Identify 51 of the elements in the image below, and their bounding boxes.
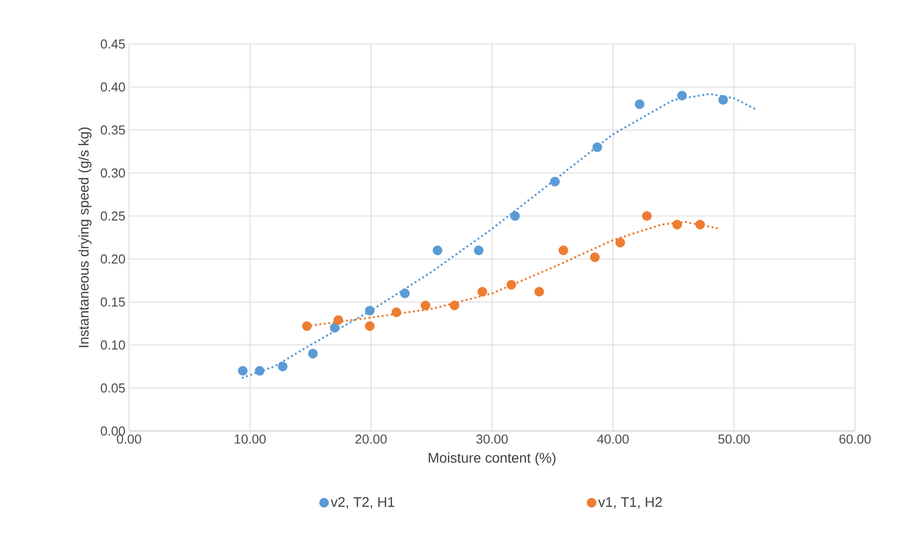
y-tick-label: 0.10: [100, 340, 125, 350]
y-tick-label: 0.05: [100, 383, 125, 393]
point: [330, 323, 340, 333]
y-tick-label: 0.40: [100, 82, 125, 92]
point: [364, 306, 375, 316]
point: [238, 366, 248, 376]
point: [677, 90, 687, 100]
y-tick-label: 0.25: [100, 211, 125, 221]
y-axis-title: Instantaneous drying speed (g/s kg): [78, 128, 92, 348]
x-tick-label: 20.00: [355, 434, 387, 444]
x-tick-label: 60.00: [839, 434, 871, 444]
point: [634, 99, 644, 109]
point: [615, 238, 626, 248]
legend-label: v1, T1, H2: [598, 497, 662, 509]
point: [392, 308, 402, 318]
point: [364, 321, 375, 331]
y-tick-label: 0.00: [100, 426, 125, 436]
point: [642, 211, 652, 221]
point: [278, 362, 288, 372]
y-tick-label: 0.35: [100, 125, 125, 135]
point: [550, 176, 560, 186]
y-tick-label: 0.15: [100, 297, 125, 307]
point: [400, 288, 410, 298]
point: [672, 220, 682, 230]
x-tick-label: 40.00: [597, 434, 629, 444]
point: [510, 211, 520, 221]
point: [432, 246, 442, 256]
x-axis-title: Moisture content (%): [428, 452, 556, 466]
point: [718, 95, 728, 105]
point: [420, 300, 430, 310]
x-tick-label: 50.00: [718, 434, 750, 444]
point: [254, 366, 264, 376]
point: [558, 246, 568, 256]
y-tick-label: 0.30: [100, 168, 125, 178]
point: [302, 321, 312, 331]
point: [695, 220, 705, 230]
y-tick-label: 0.20: [100, 254, 125, 264]
point: [474, 246, 484, 256]
point: [534, 286, 544, 296]
point: [590, 252, 600, 262]
point: [478, 286, 488, 296]
point: [334, 315, 344, 325]
x-tick-label: 0.00: [116, 434, 142, 444]
legend-label: v2, T2, H1: [330, 497, 394, 509]
point: [450, 300, 460, 310]
x-tick-label: 10.00: [234, 434, 266, 444]
point: [506, 280, 516, 290]
point: [592, 142, 602, 152]
x-tick-label: 30.00: [476, 434, 508, 444]
point: [308, 348, 318, 358]
y-tick-label: 0.45: [100, 39, 125, 49]
